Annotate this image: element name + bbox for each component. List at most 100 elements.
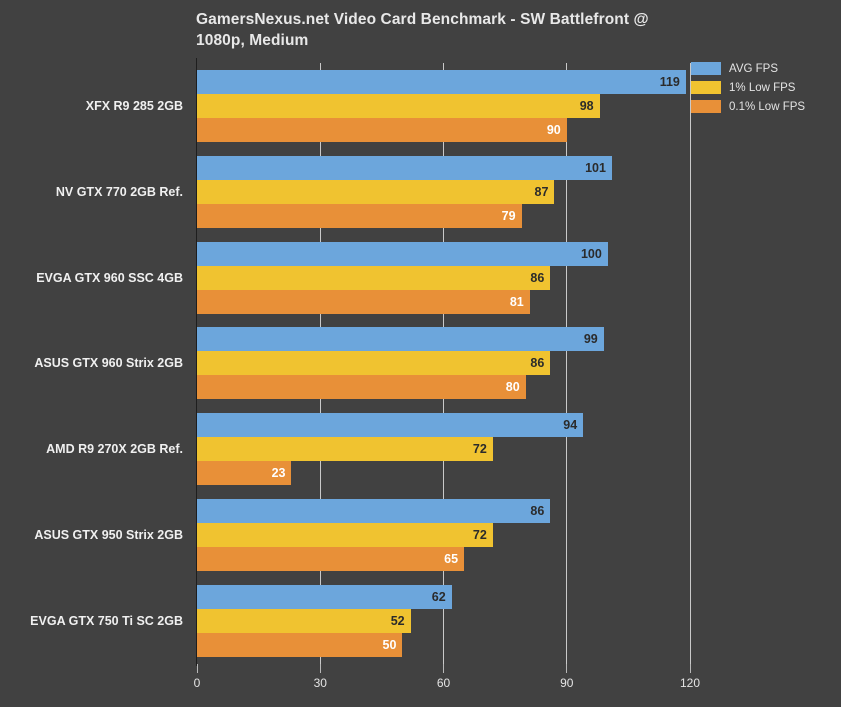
bar-value-label: 50 [382, 638, 397, 653]
bar-value-label: 100 [580, 246, 602, 261]
bar-avg-fps[interactable]: 119 [197, 69, 686, 94]
bar-1-low-fps[interactable]: 86 [197, 351, 551, 376]
bar-value-label: 62 [431, 590, 446, 605]
legend-swatch-icon [691, 62, 721, 75]
bar-row: 80 [197, 375, 690, 400]
category-label: ASUS GTX 960 Strix 2GB [34, 356, 183, 371]
bar-value-label: 80 [505, 380, 520, 395]
bar-1-low-fps[interactable]: 52 [197, 609, 411, 634]
category-group: ASUS GTX 960 Strix 2GB 99 86 80 [34, 321, 690, 407]
bar-avg-fps[interactable]: 101 [197, 155, 612, 180]
bar-1-low-fps[interactable]: 72 [197, 437, 493, 462]
legend-item-1[interactable]: 1% Low FPS [691, 78, 836, 97]
bar-1-low-fps[interactable]: 98 [197, 93, 600, 118]
bar-1-low-fps[interactable]: 72 [197, 523, 493, 548]
bar-avg-fps[interactable]: 100 [197, 241, 608, 266]
category-group: ASUS GTX 950 Strix 2GB 86 72 65 [34, 492, 690, 578]
bar-row: 98 [197, 93, 690, 118]
bar-row: 72 [197, 523, 690, 548]
bar-avg-fps[interactable]: 62 [197, 585, 452, 610]
legend-item-2[interactable]: 0.1% Low FPS [691, 97, 836, 116]
bar-1-low-fps[interactable]: 86 [197, 265, 551, 290]
bar-row: 90 [197, 117, 690, 142]
bar-row: 100 [197, 241, 690, 266]
category-label: AMD R9 270X 2GB Ref. [46, 442, 183, 457]
bar-0-1-low-fps[interactable]: 65 [197, 547, 465, 572]
bar-value-label: 72 [472, 442, 487, 457]
legend-label: 1% Low FPS [729, 81, 796, 94]
bar-0-1-low-fps[interactable]: 50 [197, 633, 403, 658]
category-group: AMD R9 270X 2GB Ref. 94 72 23 [46, 406, 690, 492]
bar-value-label: 52 [390, 614, 405, 629]
x-tick-label-120: 120 [679, 676, 701, 690]
x-tick-label-30: 30 [313, 676, 327, 690]
legend-label: 0.1% Low FPS [729, 100, 806, 113]
bar-row: 23 [197, 461, 690, 486]
category-label: XFX R9 285 2GB [85, 98, 183, 113]
bar-value-label: 65 [444, 552, 459, 567]
bar-0-1-low-fps[interactable]: 23 [197, 461, 292, 486]
x-tick-0 [196, 664, 198, 673]
x-tick-label-90: 90 [560, 676, 574, 690]
legend-label: AVG FPS [729, 62, 778, 75]
bar-row: 65 [197, 547, 690, 572]
bar-0-1-low-fps[interactable]: 80 [197, 375, 526, 400]
bar-1-low-fps[interactable]: 87 [197, 179, 555, 204]
bar-row: 94 [197, 413, 690, 438]
bar-row: 101 [197, 155, 690, 180]
bar-value-label: 98 [579, 98, 594, 113]
x-tick-label-60: 60 [436, 676, 451, 690]
category-label: EVGA GTX 750 Ti SC 2GB [30, 614, 183, 629]
bar-row: 81 [197, 289, 690, 314]
bar-0-1-low-fps[interactable]: 79 [197, 203, 522, 228]
bar-0-1-low-fps[interactable]: 81 [197, 289, 530, 314]
bar-0-1-low-fps[interactable]: 90 [197, 117, 567, 142]
bar-value-label: 86 [530, 356, 545, 371]
x-tick-60 [443, 664, 444, 673]
bar-row: 52 [197, 609, 690, 634]
bar-value-label: 94 [563, 418, 578, 433]
category-group: NV GTX 770 2GB Ref. 101 87 79 [56, 149, 690, 235]
bar-row: 50 [197, 633, 690, 658]
category-group: EVGA GTX 960 SSC 4GB 100 86 81 [36, 235, 690, 321]
bar-value-label: 79 [501, 208, 516, 223]
bar-row: 86 [197, 265, 690, 290]
bar-avg-fps[interactable]: 94 [197, 413, 584, 438]
bar-avg-fps[interactable]: 99 [197, 327, 604, 352]
bar-avg-fps[interactable]: 86 [197, 499, 551, 524]
bar-value-label: 23 [271, 466, 286, 481]
bar-row: 119 [197, 69, 690, 94]
category-group: XFX R9 285 2GB 119 98 90 [86, 63, 690, 149]
bar-row: 86 [197, 499, 690, 524]
legend-swatch-icon [691, 100, 721, 113]
legend-item-0[interactable]: AVG FPS [691, 59, 836, 78]
legend-swatch-icon [691, 81, 721, 94]
x-tick-30 [319, 664, 321, 673]
bar-value-label: 72 [472, 528, 487, 543]
y-axis-line [196, 58, 197, 666]
bar-value-label: 90 [546, 122, 561, 137]
bar-row: 86 [197, 351, 690, 376]
x-tick-120 [689, 664, 691, 673]
chart-legend: AVG FPS 1% Low FPS 0.1% Low FPS [691, 59, 836, 116]
category-group: EVGA GTX 750 Ti SC 2GB 62 52 50 [30, 578, 690, 664]
gridline-120 [689, 63, 691, 664]
category-label: NV GTX 770 2GB Ref. [55, 184, 183, 199]
bar-row: 62 [197, 585, 690, 610]
chart-title: GamersNexus.net Video Card Benchmark - S… [196, 11, 649, 49]
bar-value-label: 101 [585, 160, 606, 175]
bar-row: 79 [197, 203, 690, 228]
category-label: EVGA GTX 960 SSC 4GB [36, 270, 183, 285]
bar-value-label: 87 [534, 184, 549, 199]
bar-value-label: 81 [509, 294, 524, 309]
bar-value-label: 86 [530, 270, 545, 285]
bar-row: 99 [197, 327, 690, 352]
bar-value-label: 86 [530, 504, 545, 519]
bar-row: 87 [197, 179, 690, 204]
gridline-90 [566, 63, 568, 664]
bar-row: 72 [197, 437, 690, 462]
category-label: ASUS GTX 950 Strix 2GB [34, 528, 183, 543]
bar-value-label: 119 [659, 74, 680, 89]
x-tick-90 [566, 664, 568, 673]
x-tick-label-0: 0 [193, 676, 201, 690]
